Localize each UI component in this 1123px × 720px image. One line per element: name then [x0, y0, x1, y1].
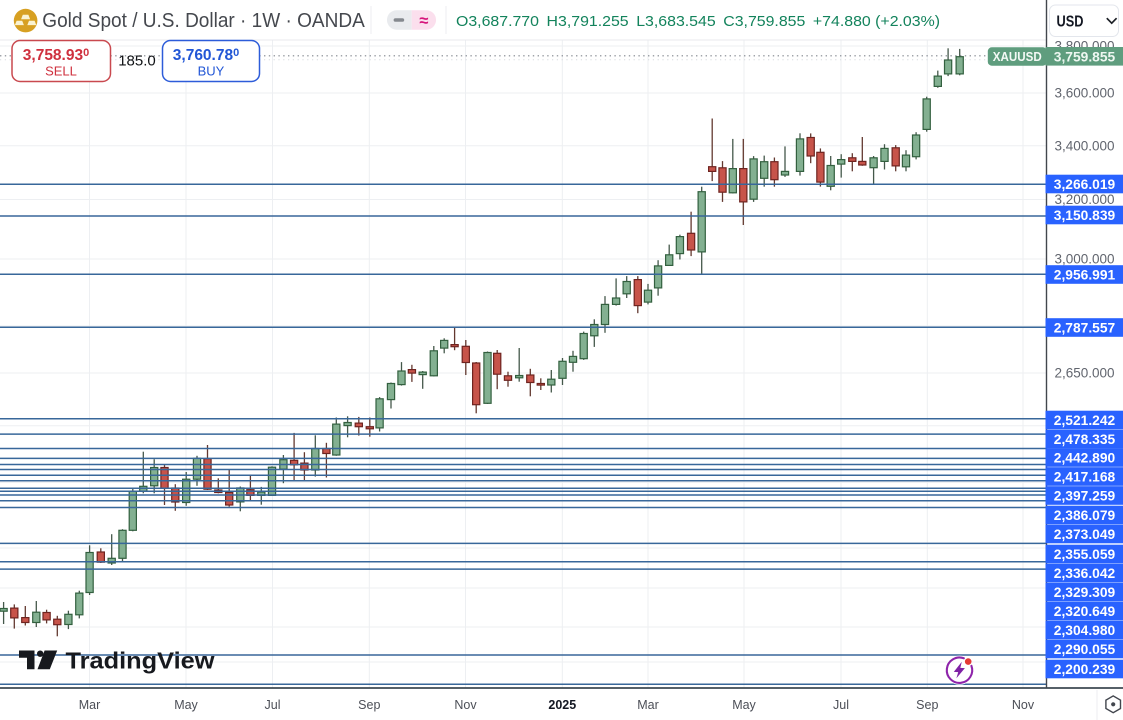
svg-text:3,200.000: 3,200.000 [1054, 192, 1114, 207]
svg-text:2,329.309: 2,329.309 [1054, 585, 1116, 600]
svg-text:May: May [174, 698, 198, 712]
svg-text:2,956.991: 2,956.991 [1054, 267, 1116, 282]
svg-text:Gold Spot / U.S. Dollar · 1W ·: Gold Spot / U.S. Dollar · 1W · OANDA [42, 9, 365, 32]
svg-text:Mar: Mar [637, 698, 659, 712]
svg-text:Mar: Mar [79, 698, 101, 712]
svg-text:2,336.042: 2,336.042 [1054, 566, 1116, 581]
svg-text:2,650.000: 2,650.000 [1054, 366, 1114, 381]
svg-text:USD: USD [1057, 13, 1084, 30]
svg-text:Sep: Sep [358, 698, 380, 712]
svg-text:O3,687.770 H3,791.255 L3,683: O3,687.770 H3,791.255 L3,683.545 C3,759.… [456, 13, 940, 30]
svg-text:Nov: Nov [454, 698, 477, 712]
svg-text:≈: ≈ [419, 12, 428, 30]
svg-text:2,442.890: 2,442.890 [1054, 450, 1116, 465]
svg-text:2,290.055: 2,290.055 [1054, 642, 1116, 657]
svg-text:2,320.649: 2,320.649 [1054, 604, 1116, 619]
svg-text:3,000.000: 3,000.000 [1054, 252, 1114, 267]
svg-text:3,400.000: 3,400.000 [1054, 139, 1114, 154]
svg-text:Jul: Jul [833, 698, 849, 712]
svg-text:2,386.079: 2,386.079 [1054, 508, 1116, 523]
svg-text:2,417.168: 2,417.168 [1054, 469, 1116, 484]
svg-text:BUY: BUY [198, 64, 225, 79]
svg-text:3,150.839: 3,150.839 [1054, 208, 1116, 223]
svg-text:XAUUSD: XAUUSD [993, 49, 1042, 64]
svg-text:3,266.019: 3,266.019 [1054, 177, 1116, 192]
svg-text:Sep: Sep [916, 698, 938, 712]
svg-text:2,478.335: 2,478.335 [1054, 432, 1116, 447]
svg-text:SELL: SELL [45, 64, 77, 79]
svg-text:2,397.259: 2,397.259 [1054, 488, 1116, 503]
svg-text:3,600.000: 3,600.000 [1054, 86, 1114, 101]
svg-text:2,373.049: 2,373.049 [1054, 527, 1116, 542]
svg-text:TradingView: TradingView [66, 648, 216, 674]
svg-text:Nov: Nov [1012, 698, 1035, 712]
svg-text:2025: 2025 [548, 698, 576, 712]
svg-text:2,304.980: 2,304.980 [1054, 623, 1116, 638]
svg-text:May: May [732, 698, 756, 712]
svg-text:2,355.059: 2,355.059 [1054, 547, 1116, 562]
svg-text:3,759.855: 3,759.855 [1054, 49, 1116, 64]
svg-text:185.0: 185.0 [118, 53, 156, 70]
svg-text:2,200.239: 2,200.239 [1054, 662, 1116, 677]
svg-text:Jul: Jul [265, 698, 281, 712]
svg-text:2,521.242: 2,521.242 [1054, 413, 1116, 428]
svg-text:3,758.930: 3,758.930 [23, 47, 89, 64]
svg-text:2,787.557: 2,787.557 [1054, 320, 1116, 335]
svg-text:3,760.780: 3,760.780 [173, 47, 239, 64]
